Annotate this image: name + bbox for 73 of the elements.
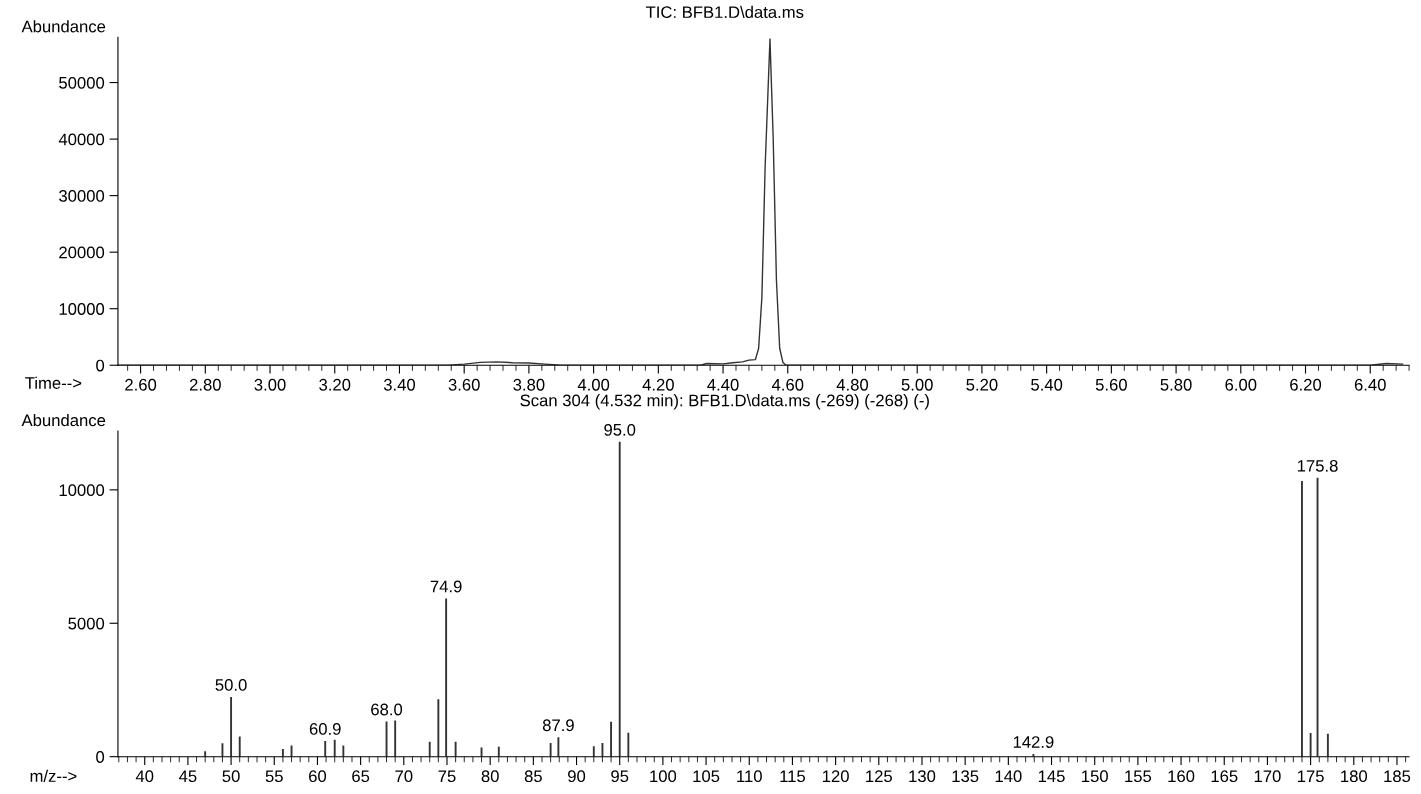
y-tick-label: 0 <box>96 359 105 372</box>
y-tick-label: 10000 <box>59 303 105 315</box>
x-tick-label: 4.00 <box>577 378 610 391</box>
annotation: 68.0 <box>371 703 403 716</box>
x-tick-label: 165 <box>1211 770 1238 783</box>
x-tick-label: 5.80 <box>1160 378 1192 391</box>
annotation: 87.9 <box>542 719 574 732</box>
x-tick-label: 6.20 <box>1290 378 1322 391</box>
x-tick-label: 45 <box>179 770 197 783</box>
y-tick-label: 10000 <box>59 484 105 497</box>
x-tick-label: 4.40 <box>707 378 739 391</box>
x-tick-label: 155 <box>1125 770 1152 783</box>
x-tick-label: 135 <box>952 770 979 783</box>
x-tick-label: 150 <box>1082 770 1108 783</box>
x-tick-label: 90 <box>568 770 586 783</box>
x-tick-label: 5.00 <box>901 378 933 391</box>
annotation: 175.8 <box>1297 459 1338 472</box>
x-tick-label: 140 <box>995 770 1022 783</box>
chart-title: TIC: BFB1.D\data.ms <box>645 5 804 19</box>
y-tick-label: 20000 <box>59 246 105 259</box>
x-tick-label: 3.40 <box>383 378 416 391</box>
x-tick-label: 3.20 <box>319 378 351 391</box>
x-tick-label: 75 <box>438 770 456 783</box>
x-tick-label: 180 <box>1341 770 1368 783</box>
x-tick-label: 40 <box>135 770 154 783</box>
x-tick-label: 4.60 <box>771 378 804 391</box>
x-tick-label: 115 <box>780 770 806 783</box>
x-tick-label: 5.20 <box>966 378 998 391</box>
x-tick-label: 120 <box>822 770 849 783</box>
y-tick-label: 40000 <box>58 133 105 146</box>
x-tick-label: 70 <box>395 770 413 783</box>
x-tick-label: 185 <box>1384 770 1411 783</box>
x-tick-label: 6.00 <box>1225 378 1257 391</box>
x-tick-label: 60 <box>309 770 327 783</box>
x-tick-label: 6.40 <box>1354 378 1386 391</box>
x-tick-label: 3.60 <box>448 378 480 391</box>
x-tick-label: 4.20 <box>642 378 674 391</box>
x-axis-title: Time--> <box>25 376 82 389</box>
x-tick-label: 105 <box>693 770 720 783</box>
x-tick-label: 100 <box>650 770 677 783</box>
x-tick-label: 175 <box>1297 770 1324 783</box>
annotation: 95.0 <box>604 423 636 436</box>
x-tick-label: 3.80 <box>513 378 545 391</box>
x-tick-label: 5.60 <box>1095 378 1127 391</box>
y-tick-label: 0 <box>96 751 105 763</box>
chart-title: Scan 304 (4.532 min): BFB1.D\data.ms (-269) (-268) (-) <box>520 394 929 410</box>
x-tick-label: 125 <box>866 770 892 783</box>
x-tick-label: 50 <box>222 770 240 783</box>
x-tick-label: 2.60 <box>125 378 157 391</box>
annotation: 60.9 <box>309 723 341 735</box>
y-axis-title: Abundance <box>21 413 106 427</box>
annotation: 142.9 <box>1013 736 1054 748</box>
x-tick-label: 5.40 <box>1031 378 1063 391</box>
x-tick-label: 130 <box>909 770 936 783</box>
x-tick-label: 55 <box>265 770 283 783</box>
x-tick-label: 65 <box>352 770 370 783</box>
x-tick-label: 85 <box>524 770 542 783</box>
x-tick-label: 4.80 <box>836 378 869 391</box>
y-tick-label: 5000 <box>68 617 105 630</box>
x-tick-label: 3.00 <box>254 378 286 391</box>
x-tick-label: 2.80 <box>189 378 221 391</box>
x-tick-label: 80 <box>481 770 499 783</box>
annotation: 74.9 <box>430 580 462 593</box>
x-tick-label: 110 <box>737 770 762 783</box>
x-axis-title: m/z--> <box>30 769 77 782</box>
x-tick-label: 95 <box>611 770 629 783</box>
x-tick-label: 170 <box>1254 770 1281 783</box>
annotation: 50.0 <box>215 679 247 691</box>
y-tick-label: 30000 <box>59 190 105 202</box>
y-axis-title: Abundance <box>21 20 106 33</box>
y-tick-label: 50000 <box>59 76 105 89</box>
x-tick-label: 145 <box>1038 770 1065 783</box>
x-tick-label: 160 <box>1168 770 1195 783</box>
